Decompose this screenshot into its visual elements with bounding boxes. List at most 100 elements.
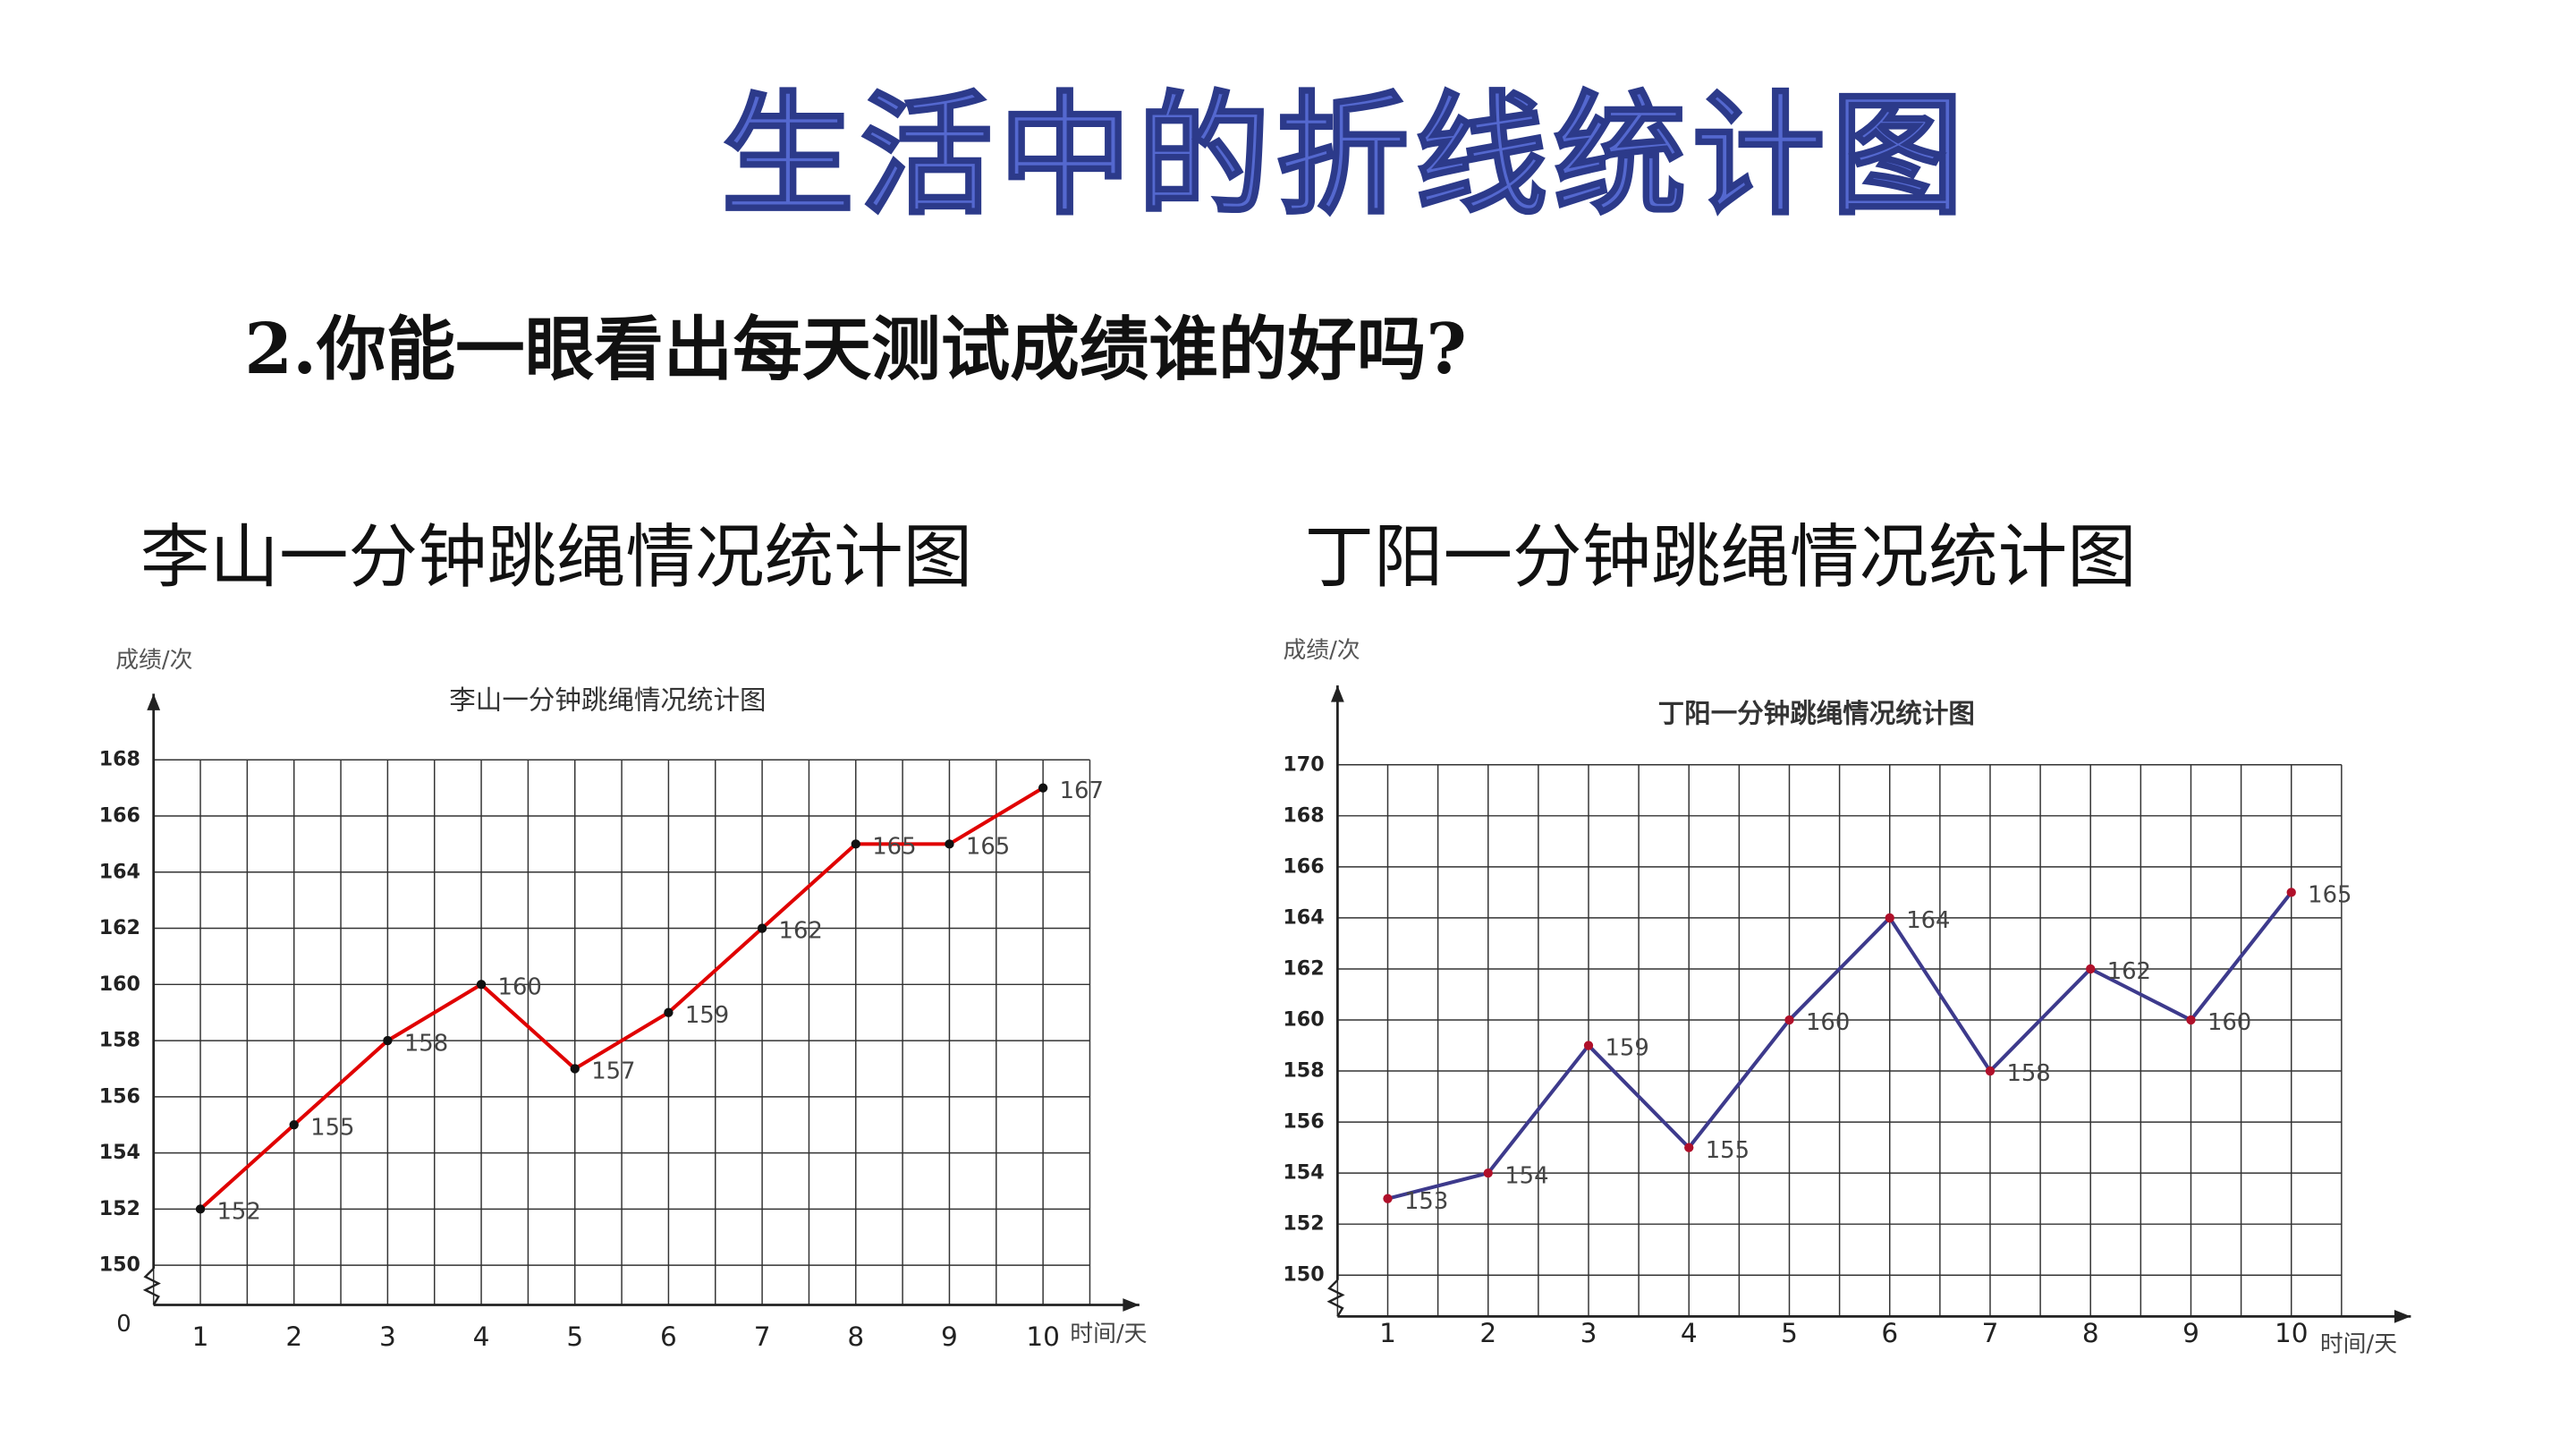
x-axis-label: 时间/天 <box>2320 1330 2397 1357</box>
data-label: 152 <box>216 1199 260 1226</box>
data-label: 157 <box>591 1058 635 1085</box>
data-point <box>383 1035 393 1046</box>
data-label: 162 <box>2107 958 2151 985</box>
y-tick-label: 152 <box>1283 1212 1324 1236</box>
x-tick-label: 10 <box>1026 1321 1060 1352</box>
y-tick-label: 170 <box>1283 752 1324 776</box>
x-axis-arrow <box>1123 1298 1140 1312</box>
chart-title: 李山一分钟跳绳情况统计图 <box>449 685 766 716</box>
data-point <box>757 923 767 933</box>
x-tick-label: 1 <box>1379 1318 1396 1348</box>
data-point <box>2186 1015 2196 1025</box>
data-point <box>1483 1168 1493 1178</box>
x-tick-label: 8 <box>2082 1318 2099 1348</box>
data-label: 167 <box>1060 777 1104 804</box>
data-point <box>2086 964 2096 974</box>
y-tick-label: 162 <box>99 916 140 939</box>
series-line <box>1387 891 2293 1201</box>
chart-heading: 李山一分钟跳绳情况统计图 <box>140 517 972 598</box>
data-point <box>1583 1041 1594 1050</box>
data-point <box>1383 1194 1393 1203</box>
y-tick-label: 160 <box>99 973 140 996</box>
data-point <box>1038 783 1048 793</box>
origin-label: 0 <box>116 1311 131 1338</box>
data-label: 160 <box>1806 1009 1850 1036</box>
data-label: 158 <box>2006 1060 2050 1087</box>
y-tick-label: 164 <box>1283 905 1324 929</box>
data-point <box>945 839 954 849</box>
y-tick-label: 154 <box>1283 1161 1324 1185</box>
data-point <box>1985 1066 1996 1076</box>
x-tick-label: 9 <box>2182 1318 2199 1348</box>
x-tick-label: 1 <box>192 1321 209 1352</box>
y-tick-label: 166 <box>99 804 140 828</box>
data-label: 165 <box>2308 882 2351 909</box>
axis-break <box>1326 1279 1345 1318</box>
data-label: 160 <box>498 974 542 1001</box>
data-point <box>289 1120 299 1130</box>
data-label: 159 <box>1605 1035 1648 1062</box>
y-tick-label: 168 <box>1283 803 1324 827</box>
x-tick-label: 2 <box>285 1321 302 1352</box>
slide-title: 生活中的折线统计图 <box>722 79 1970 233</box>
data-label: 165 <box>872 834 916 861</box>
x-tick-label: 3 <box>1580 1318 1597 1348</box>
y-tick-label: 160 <box>1283 1008 1324 1032</box>
data-label: 154 <box>1504 1162 1548 1189</box>
x-tick-label: 6 <box>660 1321 677 1352</box>
y-tick-label: 150 <box>99 1253 140 1277</box>
x-tick-label: 8 <box>847 1321 864 1352</box>
data-label: 164 <box>1906 907 1950 934</box>
y-tick-label: 158 <box>1283 1059 1324 1083</box>
y-tick-label: 162 <box>1283 956 1324 980</box>
y-tick-label: 168 <box>99 748 140 771</box>
x-tick-label: 4 <box>473 1321 490 1352</box>
y-axis-label: 成绩/次 <box>115 647 192 674</box>
data-point <box>570 1064 580 1074</box>
x-tick-label: 2 <box>1479 1318 1496 1348</box>
data-label: 165 <box>966 834 1010 861</box>
x-tick-label: 7 <box>754 1321 771 1352</box>
data-point <box>195 1204 206 1214</box>
y-tick-label: 158 <box>99 1029 140 1052</box>
x-tick-label: 9 <box>941 1321 958 1352</box>
data-point <box>476 980 487 990</box>
y-tick-label: 154 <box>99 1141 140 1164</box>
y-tick-label: 150 <box>1283 1263 1324 1287</box>
x-tick-label: 3 <box>379 1321 396 1352</box>
series-line <box>199 786 1045 1211</box>
y-axis-label: 成绩/次 <box>1283 637 1360 664</box>
x-axis-label: 时间/天 <box>1070 1321 1147 1347</box>
y-tick-label: 156 <box>99 1084 140 1108</box>
x-tick-label: 5 <box>566 1321 583 1352</box>
x-axis-arrow <box>2394 1310 2411 1323</box>
y-tick-label: 156 <box>1283 1110 1324 1134</box>
data-point <box>1684 1143 1694 1152</box>
data-point <box>851 839 860 849</box>
data-label: 155 <box>310 1114 354 1141</box>
y-tick-label: 164 <box>99 860 140 883</box>
x-tick-label: 10 <box>2275 1318 2309 1348</box>
data-point <box>1885 913 1894 923</box>
chart-title: 丁阳一分钟跳绳情况统计图 <box>1658 697 1975 728</box>
question: 2.你能一眼看出每天测试成绩谁的好吗? <box>244 309 1467 390</box>
y-axis-arrow <box>147 693 161 710</box>
data-point <box>664 1007 674 1017</box>
y-tick-label: 152 <box>99 1197 140 1220</box>
y-tick-label: 166 <box>1283 854 1324 878</box>
axis-break <box>142 1267 161 1306</box>
x-tick-label: 7 <box>1982 1318 1999 1348</box>
data-label: 160 <box>2207 1009 2251 1036</box>
y-axis-arrow <box>1331 685 1344 702</box>
data-label: 158 <box>404 1030 448 1057</box>
data-point <box>2286 888 2296 897</box>
chart-heading: 丁阳一分钟跳绳情况统计图 <box>1304 517 2136 598</box>
x-tick-label: 6 <box>1881 1318 1898 1348</box>
data-label: 155 <box>1706 1137 1750 1164</box>
x-tick-label: 5 <box>1781 1318 1798 1348</box>
data-point <box>1784 1015 1794 1025</box>
data-label: 159 <box>685 1002 729 1029</box>
data-label: 153 <box>1404 1188 1448 1215</box>
x-tick-label: 4 <box>1681 1318 1698 1348</box>
